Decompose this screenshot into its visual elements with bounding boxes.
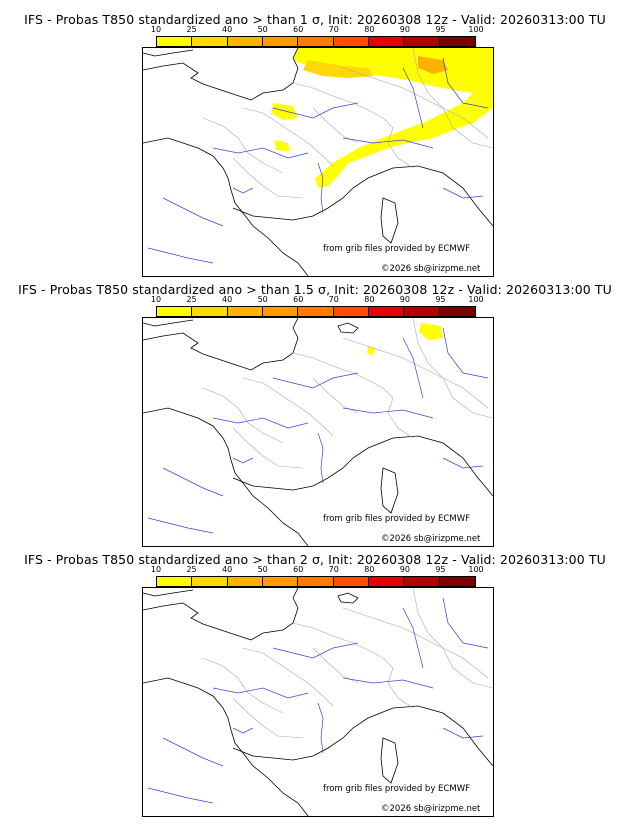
colorbar-tick-label: 10 [150,25,162,34]
colorbar-tick-label: 70 [328,25,339,34]
colorbar-tick-label: 25 [186,565,197,574]
colorbar-bin [227,307,263,316]
colorbar-tick-label: 95 [435,565,446,574]
colorbar-bin [157,577,193,586]
colorbar-bin [404,307,440,316]
colorbar-bin [227,577,263,586]
colorbar-tick-label: 80 [364,25,375,34]
colorbar-tick-label: 90 [399,565,410,574]
colorbar-bin [333,577,369,586]
map-panel-1: from grib files provided by ECMWF ©2026 … [142,47,494,277]
colorbar-bin [439,577,475,586]
colorbar-bin [262,37,299,46]
colorbar-tick-label: 50 [257,565,268,574]
copyright-credit: ©2026 sb@irizpme.net [381,264,481,274]
colorbar: 10 25 40 50 60 70 80 90 95 100 [151,565,484,591]
colorbar-tick-label: 90 [399,295,410,304]
colorbar-bin [298,37,334,46]
colorbar-tick-label: 60 [293,25,304,34]
colorbar-labels: 10 25 40 50 60 70 80 90 95 100 [151,25,484,35]
source-credit: from grib files provided by ECMWF [323,784,470,794]
colorbar-tick-label: 10 [150,565,162,574]
panel-title: IFS - Probas T850 standardized ano > tha… [24,12,606,27]
colorbar-bin [404,37,440,46]
panel-title: IFS - Probas T850 standardized ano > tha… [18,282,612,297]
colorbar-tick-label: 40 [222,295,233,304]
colorbar-labels: 10 25 40 50 60 70 80 90 95 100 [151,565,484,575]
colorbar-tick-label: 80 [364,295,375,304]
colorbar-tick-label: 80 [364,565,375,574]
colorbar-bins [156,576,476,587]
colorbar-bin [192,307,228,316]
colorbar-tick-label: 40 [222,565,233,574]
panel-3: IFS - Probas T850 standardized ano > tha… [0,540,630,828]
colorbar-bin [333,37,369,46]
anomaly-shading [367,323,443,356]
colorbar-tick-label: 100 [468,25,484,34]
borders [202,318,493,469]
colorbar-bin [262,577,299,586]
colorbar-tick-label: 40 [222,25,233,34]
anomaly-shading [271,48,493,188]
colorbar-bin [298,307,334,316]
colorbar-bin [404,577,440,586]
panel-1: IFS - Probas T850 standardized ano > tha… [0,0,630,277]
borders [202,588,493,739]
colorbar-bin [439,37,475,46]
colorbar-tick-label: 95 [435,295,446,304]
colorbar-tick-label: 60 [293,565,304,574]
colorbar-bin [157,307,193,316]
rivers [147,57,489,264]
colorbar-tick-label: 10 [150,295,162,304]
copyright-credit: ©2026 sb@irizpme.net [381,534,481,544]
panel-2: IFS - Probas T850 standardized ano > tha… [0,270,630,547]
colorbar-tick-label: 50 [257,295,268,304]
colorbar-tick-label: 25 [186,25,197,34]
colorbar-tick-label: 50 [257,25,268,34]
colorbar-tick-label: 95 [435,25,446,34]
panel-title: IFS - Probas T850 standardized ano > tha… [24,552,606,567]
map-panel-2: from grib files provided by ECMWF ©2026 … [142,317,494,547]
colorbar-bin [368,577,405,586]
colorbar-tick-label: 100 [468,295,484,304]
rivers [147,327,489,534]
colorbar-tick-label: 60 [293,295,304,304]
source-credit: from grib files provided by ECMWF [323,514,470,524]
rivers [147,597,489,804]
source-credit: from grib files provided by ECMWF [323,244,470,254]
colorbar-bin [298,577,334,586]
colorbar-bin [227,37,263,46]
colorbar-labels: 10 25 40 50 60 70 80 90 95 100 [151,295,484,305]
colorbar-tick-label: 25 [186,295,197,304]
map-svg [143,48,493,276]
colorbar-tick-label: 90 [399,25,410,34]
colorbar-bin [368,37,405,46]
coastlines [143,48,493,276]
colorbar-bin [192,577,228,586]
colorbar-bin [368,307,405,316]
colorbar-bins [156,36,476,47]
borders [202,48,493,199]
colorbar-bin [262,307,299,316]
coastlines [143,588,493,816]
map-panel-3: from grib files provided by ECMWF ©2026 … [142,587,494,817]
map-svg [143,588,493,816]
colorbar-bins [156,306,476,317]
colorbar: 10 25 40 50 60 70 80 90 95 100 [151,295,484,321]
colorbar-tick-label: 100 [468,565,484,574]
colorbar-bin [439,307,475,316]
colorbar-bin [157,37,193,46]
map-svg [143,318,493,546]
colorbar-bin [192,37,228,46]
colorbar-tick-label: 70 [328,295,339,304]
coastlines [143,318,493,546]
copyright-credit: ©2026 sb@irizpme.net [381,804,481,814]
colorbar-bin [333,307,369,316]
colorbar: 10 25 40 50 60 70 80 90 95 100 [151,25,484,51]
colorbar-tick-label: 70 [328,565,339,574]
